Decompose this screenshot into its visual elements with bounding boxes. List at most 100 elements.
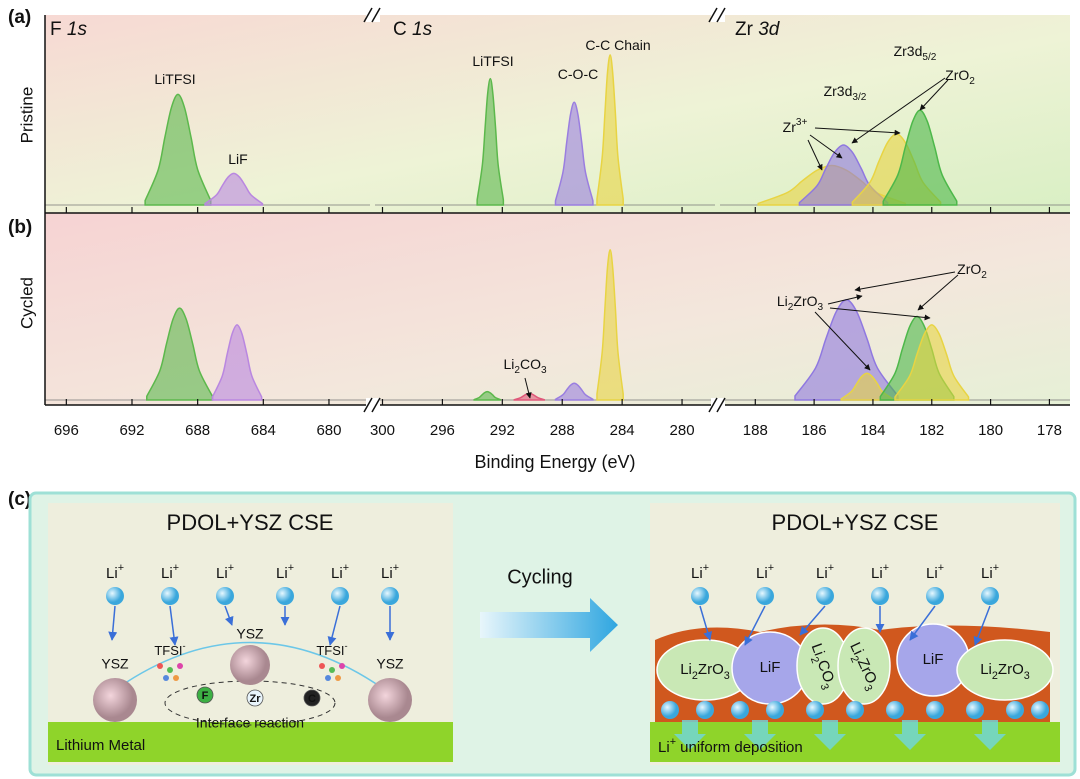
peak-label-part: 2 bbox=[514, 365, 520, 376]
deposited-ion bbox=[661, 701, 679, 719]
peak-label-part: ZrO bbox=[945, 67, 969, 83]
substrate-label-part: Li bbox=[658, 739, 670, 756]
product-label-part: 3 bbox=[818, 682, 831, 692]
peak-label-part: ZrO bbox=[957, 261, 981, 277]
tfsi-label-part: TFSI bbox=[154, 643, 182, 658]
tfsi-label-part: - bbox=[345, 641, 348, 651]
ion-path bbox=[973, 605, 991, 646]
component-peak bbox=[554, 101, 594, 206]
ion-label: Li+ bbox=[331, 562, 349, 582]
peak-label: C-C Chain bbox=[585, 37, 650, 53]
flux-arrow bbox=[974, 720, 1006, 750]
product-label: Li2ZrO3 bbox=[680, 661, 730, 682]
product-label-part: 2 bbox=[992, 670, 998, 682]
peak-label: Zr3d5/2 bbox=[894, 43, 937, 63]
annotation-arrows bbox=[524, 77, 959, 399]
ion-label-part: Li bbox=[981, 565, 993, 582]
peak-label-part: 2 bbox=[969, 76, 975, 87]
ion-label-part: + bbox=[393, 562, 399, 574]
ion-label-part: + bbox=[343, 562, 349, 574]
x-tick-label: 692 bbox=[119, 422, 144, 439]
peak-label: Li2CO3 bbox=[503, 356, 547, 376]
ion-label-part: + bbox=[768, 562, 774, 574]
region-title-part: 1s bbox=[412, 19, 433, 40]
x-tick-label: 688 bbox=[185, 422, 210, 439]
peak-label-part: C-C Chain bbox=[585, 37, 650, 53]
ion-label-part: + bbox=[938, 562, 944, 574]
row-label: Cycled bbox=[17, 277, 36, 329]
element-label: Zr bbox=[250, 693, 262, 705]
ion-label: Li+ bbox=[926, 562, 944, 582]
x-tick-label: 696 bbox=[54, 422, 79, 439]
arrow-label: Cycling bbox=[507, 566, 573, 588]
element-label: C bbox=[308, 693, 316, 705]
ion-label-part: + bbox=[118, 562, 124, 574]
product-label-part: 3 bbox=[1024, 670, 1030, 682]
tfsi-atom bbox=[339, 663, 345, 669]
deposited-ion bbox=[806, 701, 824, 719]
product-label-part: LiF bbox=[923, 651, 944, 668]
ysz-label: YSZ bbox=[236, 626, 264, 642]
peak-label-part: 3 bbox=[541, 365, 547, 376]
component-peak bbox=[473, 390, 502, 401]
cycling-arrow bbox=[480, 598, 618, 652]
element-icon bbox=[246, 689, 264, 707]
component-peak bbox=[146, 307, 214, 401]
peak-label-part: 3+ bbox=[796, 117, 808, 128]
region-title: Zr 3d bbox=[735, 19, 781, 40]
ion-label: Li+ bbox=[871, 562, 889, 582]
ion-path bbox=[108, 605, 118, 641]
li-ion bbox=[981, 587, 999, 605]
ion-label-part: Li bbox=[871, 565, 883, 582]
panel-title: PDOL+YSZ CSE bbox=[167, 510, 334, 535]
ysz-particle bbox=[230, 645, 270, 685]
x-tick-label: 684 bbox=[251, 422, 276, 439]
product-label-part: Li bbox=[808, 641, 828, 658]
product-label-part: ZrO bbox=[698, 661, 724, 678]
ion-path bbox=[744, 605, 766, 646]
tfsi-atom bbox=[157, 663, 163, 669]
peak-label-part: Zr3d bbox=[894, 43, 923, 59]
component-peak bbox=[476, 77, 505, 206]
tfsi-atom bbox=[163, 675, 169, 681]
li-ion bbox=[691, 587, 709, 605]
tfsi-label: TFSI- bbox=[154, 641, 185, 658]
product-grain bbox=[837, 627, 891, 705]
ysz-label: YSZ bbox=[376, 656, 404, 672]
x-tick-label: 188 bbox=[743, 422, 768, 439]
tfsi-atom bbox=[329, 667, 335, 673]
region-title: C 1s bbox=[393, 19, 433, 40]
peak-label: LiTFSI bbox=[472, 53, 513, 69]
peak-label-part: 5/2 bbox=[922, 52, 936, 63]
ion-label-part: Li bbox=[216, 565, 228, 582]
component-peak bbox=[204, 172, 264, 206]
deposited-ion bbox=[966, 701, 984, 719]
li-ion bbox=[926, 587, 944, 605]
li-ion bbox=[381, 587, 399, 605]
product-label: Li2ZrO3 bbox=[980, 661, 1030, 682]
x-tick-label: 288 bbox=[550, 422, 575, 439]
ion-path bbox=[799, 605, 826, 636]
flux-arrow bbox=[744, 720, 776, 750]
region-title-part: 3d bbox=[758, 19, 781, 40]
x-tick-label: 184 bbox=[860, 422, 885, 439]
ion-label-part: Li bbox=[276, 565, 288, 582]
ion-label-part: Li bbox=[381, 565, 393, 582]
ion-label: Li+ bbox=[381, 562, 399, 582]
product-grain bbox=[956, 639, 1054, 701]
deposited-ion bbox=[766, 701, 784, 719]
peak-label-part: CO bbox=[520, 356, 541, 372]
component-peak bbox=[840, 372, 894, 401]
region-title-part: 1s bbox=[67, 19, 88, 40]
tfsi-atom bbox=[177, 663, 183, 669]
peak-label-part: ZrO bbox=[793, 293, 817, 309]
peak-label: C-O-C bbox=[558, 66, 598, 82]
deposited-ion bbox=[846, 701, 864, 719]
ion-path bbox=[909, 605, 936, 641]
product-label-part: ZrO bbox=[998, 661, 1024, 678]
peak-label: ZrO2 bbox=[945, 67, 975, 87]
peak-label: Li2ZrO3 bbox=[777, 293, 824, 313]
ion-path bbox=[169, 605, 179, 646]
peak-label-part: Zr bbox=[783, 119, 797, 135]
deposited-ion bbox=[1006, 701, 1024, 719]
